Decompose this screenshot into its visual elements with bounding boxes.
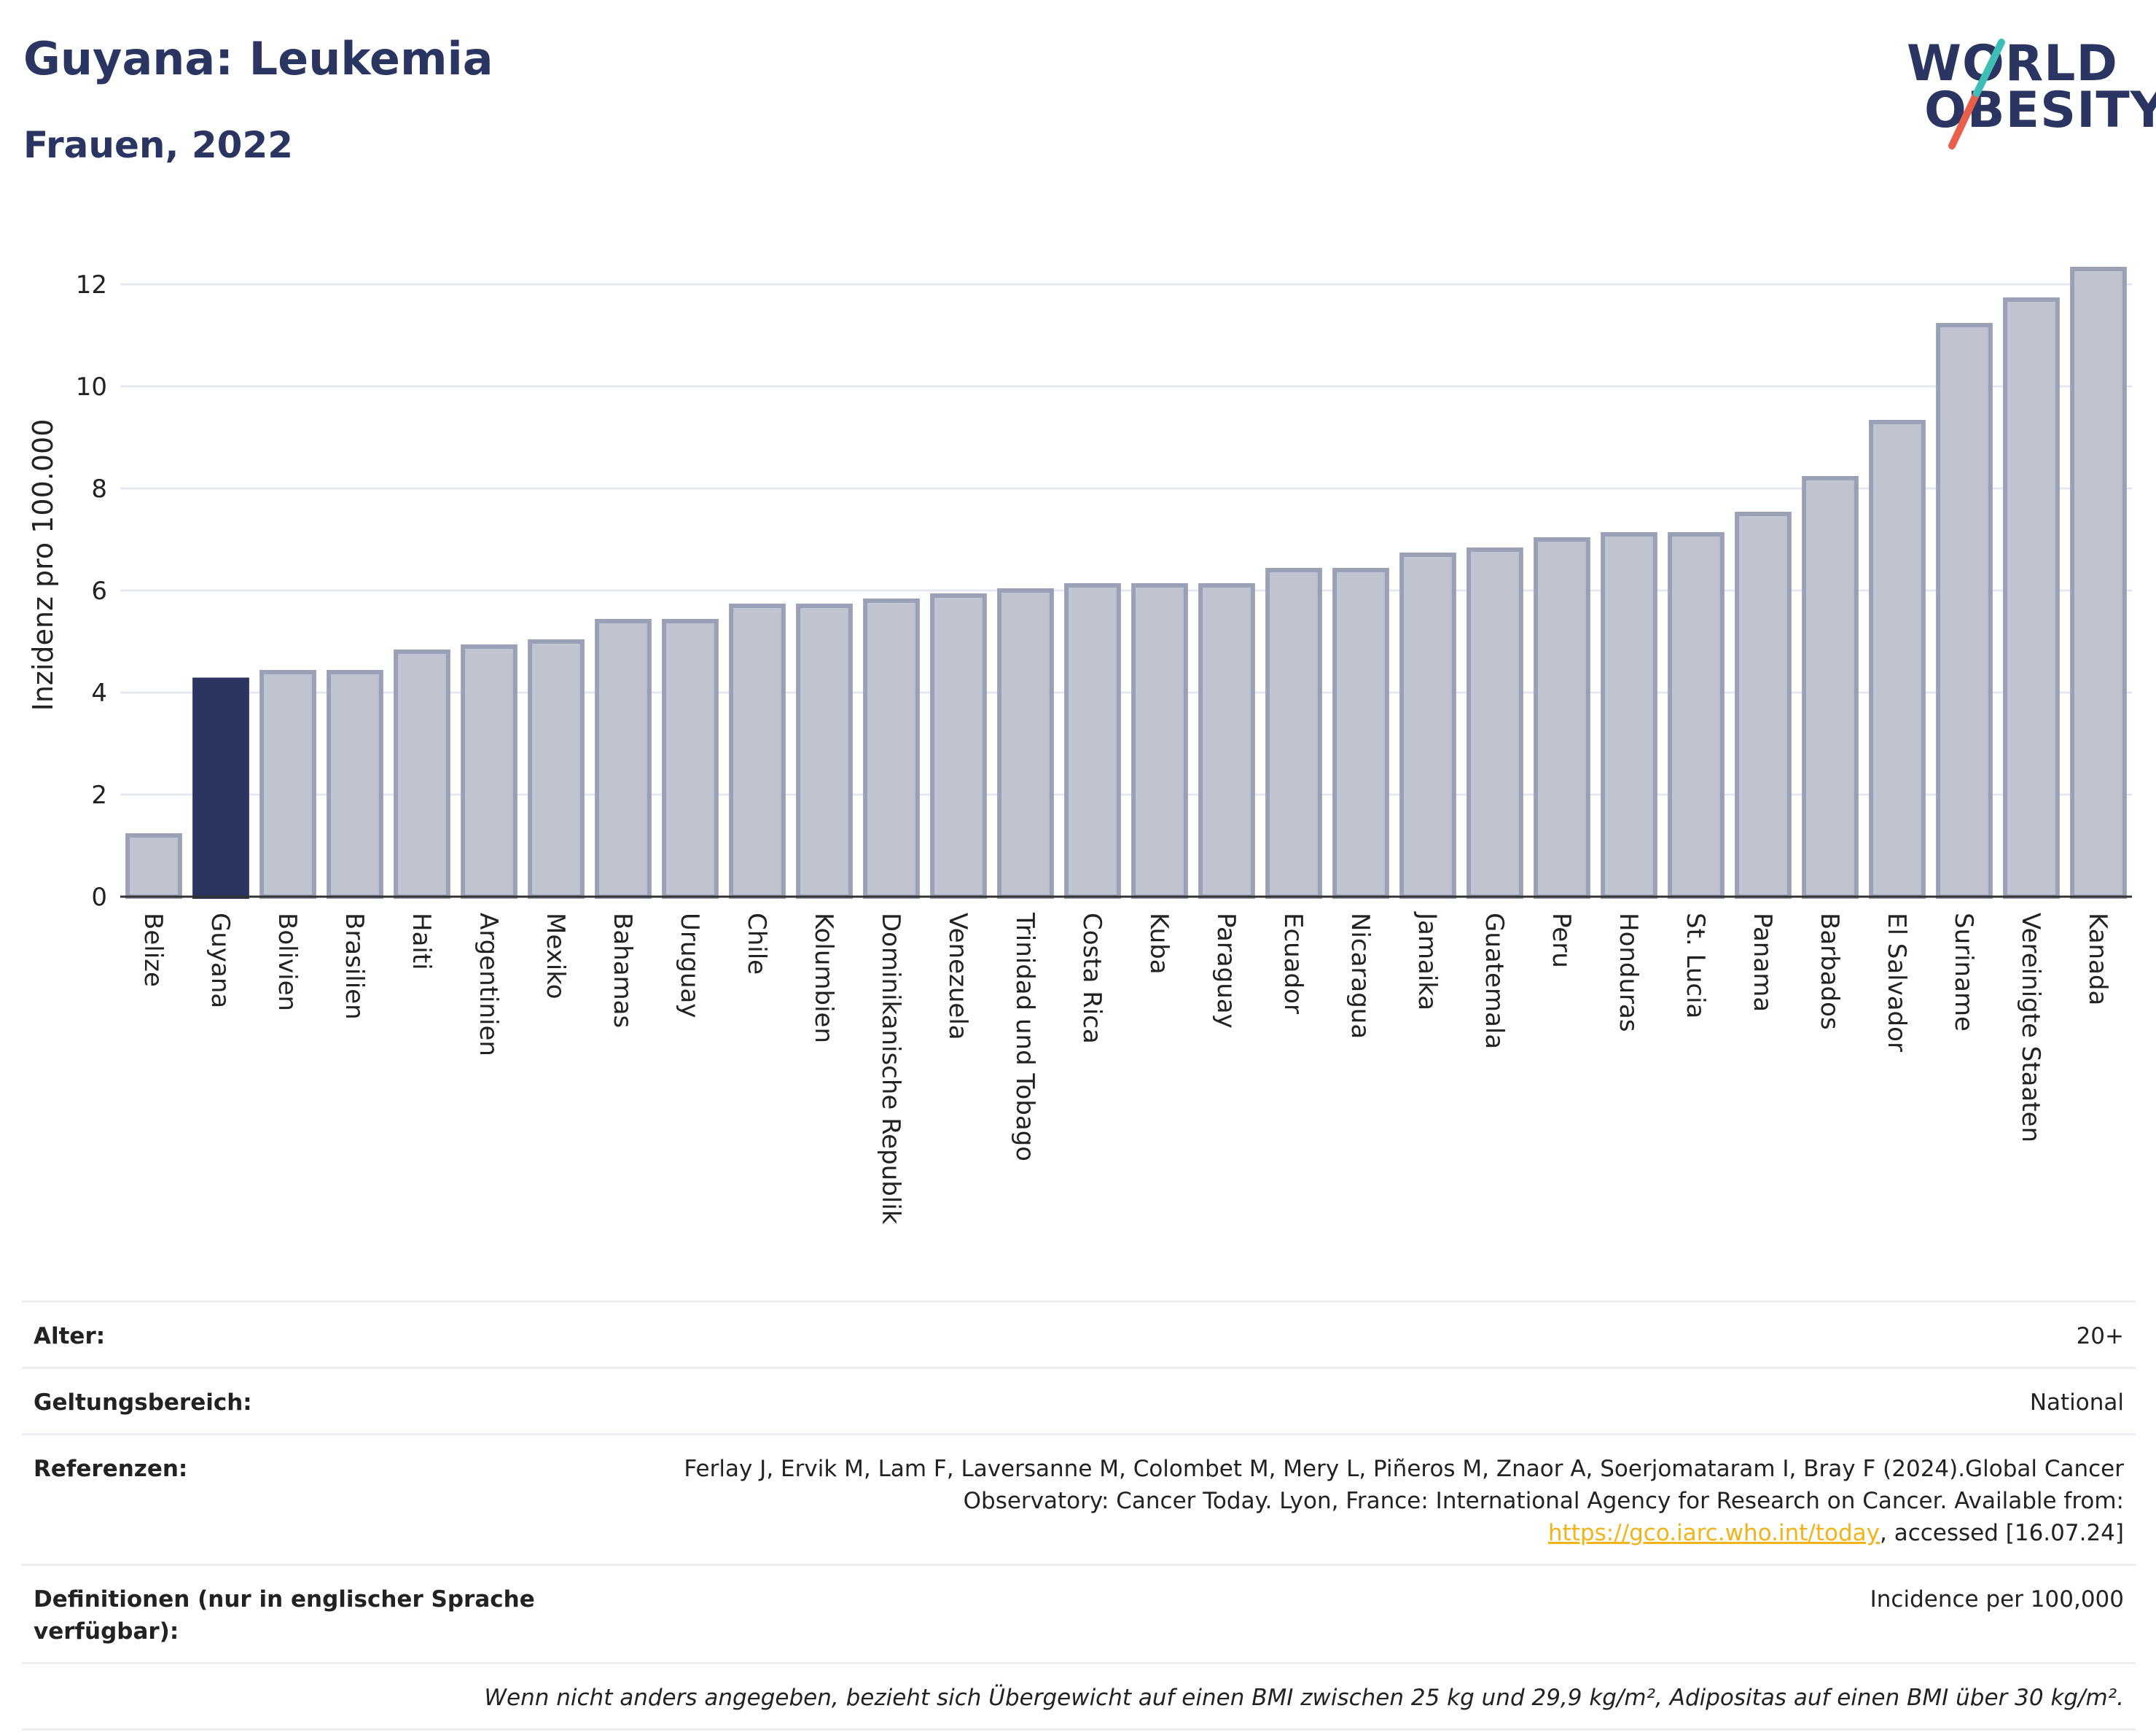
- bar: [2003, 297, 2060, 899]
- x-tick-label: Peru: [1547, 913, 1576, 968]
- bar: [1265, 568, 1322, 899]
- y-tick-label: 8: [91, 475, 107, 504]
- bar: [1332, 568, 1389, 899]
- bar: [1869, 420, 1926, 899]
- x-tick-label: Trinidad und Tobago: [1010, 912, 1039, 1161]
- scope-value: National: [2029, 1389, 2124, 1416]
- scope-label: Geltungsbereich:: [34, 1389, 252, 1416]
- x-tick-label: Mexiko: [541, 913, 570, 999]
- world-obesity-logo: WORLD OBESITY: [1895, 29, 2156, 160]
- age-label: Alter:: [34, 1323, 106, 1349]
- meta-row-note: Wenn nicht anders angegeben, bezieht sic…: [22, 1662, 2136, 1731]
- x-tick-label: Jamaika: [1413, 911, 1442, 1010]
- definitions-value: Incidence per 100,000: [1870, 1586, 2124, 1613]
- bar: [1936, 323, 1993, 899]
- x-tick-label: Guyana: [206, 913, 235, 1008]
- x-tick-label: Vereinigte Staaten: [2016, 913, 2045, 1142]
- x-tick-label: Chile: [742, 913, 771, 975]
- bar: [1534, 537, 1590, 899]
- chart-title: Guyana: Leukemia: [23, 32, 493, 85]
- y-tick-label: 0: [91, 883, 107, 912]
- x-tick-label: Costa Rica: [1077, 913, 1106, 1044]
- bar: [1466, 547, 1523, 899]
- y-tick-label: 10: [76, 373, 107, 402]
- bar: [2070, 267, 2127, 899]
- x-tick-label: Argentinien: [474, 913, 503, 1056]
- bar: [1399, 553, 1456, 899]
- bar: [595, 619, 652, 899]
- bmi-note: Wenn nicht anders angegeben, bezieht sic…: [484, 1685, 2124, 1711]
- x-tick-label: Haiti: [407, 913, 436, 970]
- chart-subtitle: Frauen, 2022: [23, 124, 294, 166]
- x-tick-label: Brasilien: [340, 913, 369, 1020]
- x-tick-label: Belize: [138, 913, 168, 987]
- y-tick-label: 2: [91, 781, 107, 810]
- meta-row-definitions: Definitionen (nur in englischer Sprache …: [22, 1564, 2136, 1662]
- x-tick-label: El Salvador: [1882, 913, 1911, 1052]
- bar: [327, 670, 383, 899]
- meta-row-references: Referenzen: Ferlay J, Ervik M, Lam F, La…: [22, 1433, 2136, 1564]
- bar: [1131, 583, 1188, 899]
- x-tick-label: Paraguay: [1211, 913, 1241, 1029]
- bar: [125, 833, 182, 899]
- bar: [259, 670, 316, 899]
- references-link[interactable]: https://gco.iarc.who.int/today: [1548, 1520, 1880, 1546]
- y-tick-label: 4: [91, 679, 107, 708]
- x-tick-label: Dominikanische Republik: [876, 913, 905, 1225]
- metadata-table: Alter: 20+ Geltungsbereich: National Ref…: [22, 1301, 2136, 1731]
- x-tick-label: Guatemala: [1480, 913, 1509, 1049]
- bar: [930, 593, 987, 899]
- bar: [192, 677, 249, 899]
- y-axis-label: Inzidenz pro 100.000: [27, 419, 59, 711]
- x-tick-label: Uruguay: [675, 913, 704, 1018]
- references-value: Ferlay J, Ervik M, Lam F, Laversanne M, …: [666, 1453, 2124, 1549]
- definitions-label: Definitionen (nur in englischer Sprache …: [34, 1586, 535, 1645]
- logo-slash-icon: [1948, 39, 2005, 149]
- x-tick-label: Barbados: [1815, 913, 1844, 1030]
- bar: [461, 644, 517, 899]
- meta-row-age: Alter: 20+: [22, 1301, 2136, 1367]
- bar: [662, 619, 719, 899]
- x-tick-label: Nicaragua: [1345, 913, 1375, 1039]
- bar: [1198, 583, 1255, 899]
- bar: [863, 599, 920, 899]
- x-tick-label: Kanada: [2083, 913, 2112, 1005]
- bar-chart: 0 2 4 6 8 10 12 Inzidenz pro 100.000 Belize Guyan…: [27, 267, 2132, 1225]
- logo-word-1: WORLD: [1907, 35, 2118, 93]
- x-tick-label: Suriname: [1949, 913, 1978, 1032]
- bar: [1064, 583, 1121, 899]
- references-label: Referenzen:: [34, 1456, 188, 1482]
- x-tick-label: Ecuador: [1278, 913, 1308, 1014]
- x-tick-label: Kuba: [1144, 913, 1173, 975]
- y-tick-label: 6: [91, 577, 107, 606]
- references-accessed: , accessed [16.07.24]: [1879, 1520, 2124, 1546]
- y-tick-label: 12: [76, 270, 107, 300]
- x-tick-label: Kolumbien: [809, 913, 838, 1043]
- references-text: Ferlay J, Ervik M, Lam F, Laversanne M, …: [684, 1456, 2124, 1514]
- bar: [1601, 532, 1657, 899]
- bar: [997, 588, 1054, 899]
- bar: [1668, 532, 1725, 899]
- x-tick-label: Venezuela: [943, 913, 972, 1040]
- bar: [1802, 476, 1859, 899]
- bar: [528, 639, 585, 899]
- x-tick-label: Honduras: [1614, 913, 1643, 1032]
- bar: [729, 604, 786, 899]
- x-tick-label: St. Lucia: [1681, 913, 1710, 1018]
- age-value: 20+: [2076, 1323, 2124, 1349]
- x-tick-label: Bahamas: [608, 913, 637, 1028]
- bar: [394, 650, 450, 899]
- x-tick-label: Panama: [1748, 913, 1777, 1012]
- x-tick-label: Bolivien: [273, 913, 302, 1011]
- meta-row-scope: Geltungsbereich: National: [22, 1367, 2136, 1433]
- bar: [1735, 512, 1792, 899]
- bar: [796, 604, 853, 899]
